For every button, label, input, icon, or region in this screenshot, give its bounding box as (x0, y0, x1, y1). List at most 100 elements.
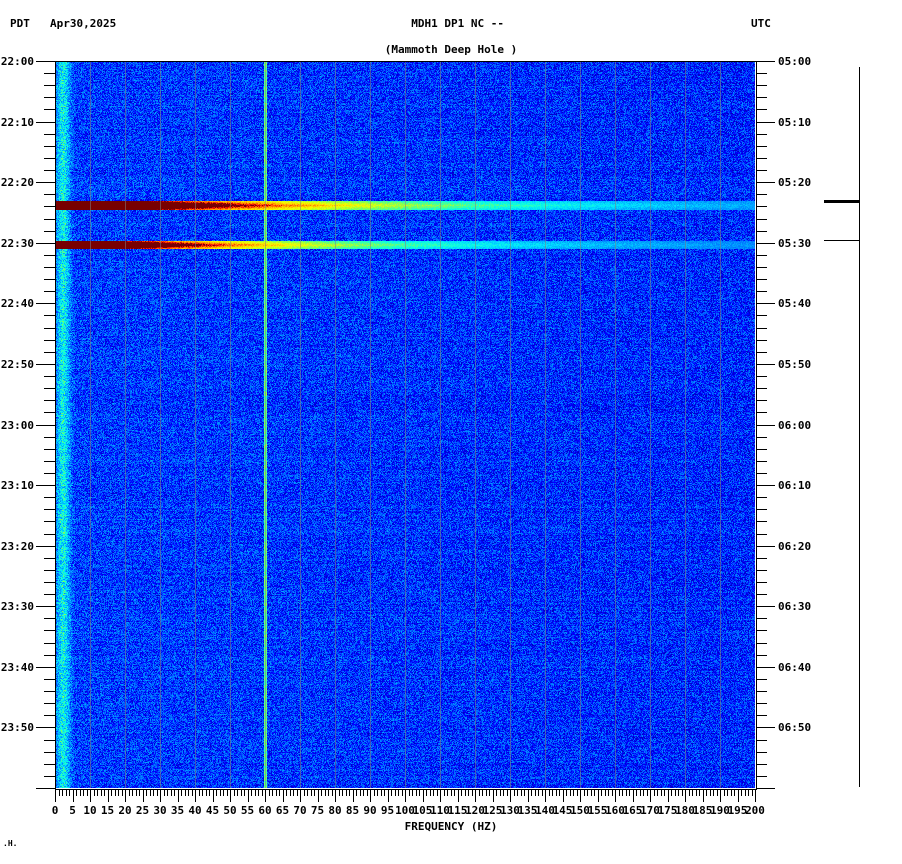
freq-label: 120 (465, 804, 485, 817)
freq-tick-major (615, 789, 616, 802)
time-tick-minor-right (756, 776, 767, 777)
time-tick-minor-left (44, 206, 55, 207)
freq-tick-minor (745, 789, 746, 796)
freq-tick-minor (538, 789, 539, 796)
time-tick-minor-right (756, 521, 767, 522)
freq-tick-minor (517, 789, 518, 796)
freq-tick-minor (153, 789, 154, 796)
freq-tick-minor (710, 789, 711, 796)
time-tick-minor-left (44, 255, 55, 256)
time-tick-minor-left (44, 558, 55, 559)
time-tick-minor-left (44, 703, 55, 704)
time-tick-minor-right (756, 376, 767, 377)
time-tick-minor-left (44, 291, 55, 292)
freq-tick-minor (325, 789, 326, 796)
freq-tick-minor (62, 789, 63, 796)
time-label-local: 22:20 (0, 176, 34, 189)
freq-tick-minor (402, 789, 403, 796)
time-tick-minor-right (756, 594, 767, 595)
freq-label: 75 (310, 804, 325, 817)
freq-tick-major (423, 789, 424, 802)
freq-tick-minor (349, 789, 350, 796)
freq-tick-minor (381, 789, 382, 796)
freq-tick-minor (118, 789, 119, 796)
freq-tick-minor (552, 789, 553, 796)
freq-label: 85 (345, 804, 360, 817)
time-tick-minor-left (44, 219, 55, 220)
freq-label: 195 (727, 804, 748, 817)
freq-label: 65 (275, 804, 290, 817)
time-tick-minor-right (756, 509, 767, 510)
time-tick-minor-left (44, 340, 55, 341)
time-tick-minor-right (756, 291, 767, 292)
freq-tick-minor (150, 789, 151, 796)
freq-tick-minor (115, 789, 116, 796)
time-label-utc: 05:20 (778, 176, 812, 189)
freq-tick-minor (262, 789, 263, 796)
freq-label: 70 (293, 804, 307, 817)
freq-tick-minor (339, 789, 340, 796)
spectrogram-image (55, 61, 755, 788)
freq-tick-minor (251, 789, 252, 796)
freq-tick-minor (612, 789, 613, 796)
freq-tick-minor (524, 789, 525, 796)
freq-tick-minor (234, 789, 235, 796)
time-tick-minor-right (756, 655, 767, 656)
freq-tick-minor (542, 789, 543, 796)
freq-tick-minor (377, 789, 378, 796)
freq-tick-major (160, 789, 161, 802)
freq-tick-minor (468, 789, 469, 796)
freq-tick-major (248, 789, 249, 802)
time-tick-minor-left (44, 764, 55, 765)
freq-tick-minor (76, 789, 77, 796)
time-tick-minor-right (756, 437, 767, 438)
time-tick-major-left (36, 425, 55, 426)
freq-tick-minor (272, 789, 273, 796)
event-scale-axis (859, 67, 860, 787)
freq-tick-minor (167, 789, 168, 796)
freq-tick-minor (748, 789, 749, 796)
freq-label: 100 (395, 804, 415, 817)
time-tick-minor-left (44, 691, 55, 692)
time-tick-minor-right (756, 473, 767, 474)
time-tick-major-right (756, 61, 775, 62)
time-tick-minor-left (44, 376, 55, 377)
freq-tick-major (125, 789, 126, 802)
freq-tick-minor (342, 789, 343, 796)
time-label-utc: 05:10 (778, 116, 812, 129)
time-tick-minor-right (756, 73, 767, 74)
time-label-local: 22:00 (0, 55, 34, 68)
freq-tick-major (755, 789, 756, 802)
time-tick-major-left (36, 546, 55, 547)
freq-tick-minor (426, 789, 427, 796)
freq-tick-major (493, 789, 494, 802)
freq-tick-minor (290, 789, 291, 796)
time-tick-minor-right (756, 703, 767, 704)
freq-label: 115 (447, 804, 468, 817)
freq-tick-minor (447, 789, 448, 796)
freq-label: 155 (587, 804, 608, 817)
time-tick-minor-right (756, 691, 767, 692)
freq-tick-major (388, 789, 389, 802)
freq-tick-minor (223, 789, 224, 796)
freq-tick-minor (188, 789, 189, 796)
freq-tick-minor (87, 789, 88, 796)
freq-tick-minor (391, 789, 392, 796)
time-tick-major-left (36, 364, 55, 365)
freq-tick-major (528, 789, 529, 802)
freq-label: 105 (412, 804, 433, 817)
freq-tick-minor (363, 789, 364, 796)
freq-tick-minor (94, 789, 95, 796)
time-tick-major-left (36, 122, 55, 123)
spectrogram-plot[interactable] (55, 61, 755, 788)
freq-tick-minor (258, 789, 259, 796)
time-tick-minor-left (44, 388, 55, 389)
time-tick-minor-right (756, 328, 767, 329)
freq-tick-minor (220, 789, 221, 796)
time-tick-minor-left (44, 437, 55, 438)
time-tick-major-right (756, 425, 775, 426)
time-tick-minor-right (756, 206, 767, 207)
time-tick-minor-left (44, 170, 55, 171)
time-tick-minor-left (44, 412, 55, 413)
freq-tick-minor (496, 789, 497, 796)
